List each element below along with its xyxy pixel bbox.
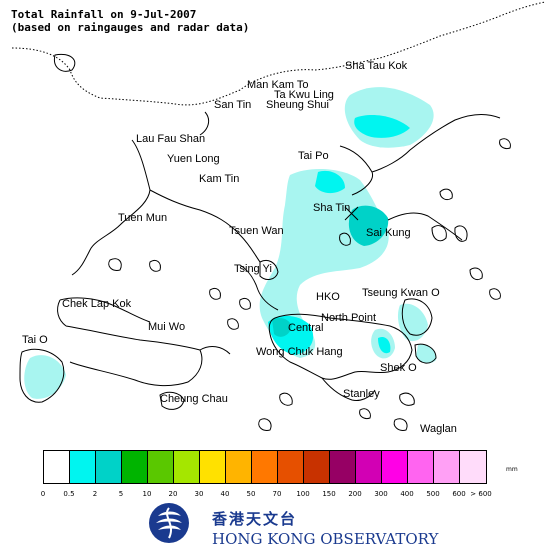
legend-swatch [304,451,330,483]
hko-logo-icon [149,503,189,543]
legend-swatch [226,451,252,483]
legend-tick-label: 500 [426,490,440,498]
legend-tick-label: 2 [92,490,98,498]
rainfall-area-light [397,303,428,342]
place-label: Sha Tau Kok [345,60,408,72]
place-label: San Tin [214,99,252,111]
legend-tick-label: 200 [348,490,362,498]
legend-swatch [356,451,382,483]
place-label: Wong Chuk Hang [256,346,343,358]
legend-swatch [382,451,408,483]
place-label: Tseung Kwan O [362,287,440,299]
place-label: Chek Lap Kok [62,298,132,310]
legend-tick-label: 0.5 [63,490,75,498]
place-label: Shek O [380,362,417,374]
legend-tick-label: 50 [246,490,256,498]
rainfall-area-heavy [348,205,389,246]
place-label: HKO [316,291,340,303]
legend-swatch [278,451,304,483]
mainland-coastline [11,1,545,106]
place-label: Sha Tin [313,202,351,214]
land-outlines [19,53,511,431]
legend-tick-label: 70 [272,490,282,498]
legend-tick-label: 400 [400,490,414,498]
legend-tick-label: 150 [322,490,336,498]
rainfall-area-mid [354,115,410,138]
place-label: Stanley [343,388,380,400]
hko-chinese-name: 香港天文台 [212,510,298,528]
place-label: Mui Wo [148,321,186,333]
legend-swatch [408,451,434,483]
legend-unit: mm [506,466,518,473]
legend-tick-label: 600 [452,490,466,498]
place-label: Yuen Long [167,153,220,165]
legend-swatch [148,451,174,483]
legend-swatch [330,451,356,483]
legend-tick-label: 5 [118,490,124,498]
map-subtitle: (based on raingauges and radar data) [11,21,250,34]
legend-swatch [434,451,460,483]
legend-tick-label: 0 [40,490,46,498]
place-label: Tsing Yi [234,263,272,275]
legend-tick-label: 300 [374,490,388,498]
legend-swatch [122,451,148,483]
place-label: Waglan [420,423,457,435]
rainfall-area-mid [378,336,391,354]
place-label: Sai Kung [366,227,411,239]
sha-tin-marker [344,206,359,221]
legend-tick-label: 20 [168,490,178,498]
legend-swatch [200,451,226,483]
legend-swatch [70,451,96,483]
rainfall-area-light [416,344,437,364]
place-label: Lau Fau Shan [136,133,206,145]
legend-swatch [44,451,70,483]
place-label: Kam Tin [199,173,240,185]
legend-swatch [174,451,200,483]
rainfall-area-mid [315,170,345,194]
place-label: Cheung Chau [160,393,228,405]
hko-english-name: HONG KONG OBSERVATORY [212,530,439,548]
place-label: Central [288,322,324,334]
place-label: Man Kam To [247,79,309,91]
legend-swatch [252,451,278,483]
place-label: Tsuen Wan [229,225,284,237]
map-title: Total Rainfall on 9-Jul-2007 [11,8,197,21]
legend-tick-label: 30 [194,490,204,498]
place-label: Sheung Shui [266,99,329,111]
rainfall-area-heavy [272,318,292,337]
legend-tick-label: > 600 [470,490,492,498]
place-label: Tuen Mun [118,212,168,224]
place-label: Tai Po [298,150,329,162]
place-label: Ta Kwu Ling [274,89,334,101]
rainfall-legend [43,450,487,484]
rainfall-area-light [24,355,66,399]
legend-tick-label: 40 [220,490,230,498]
legend-swatch [96,451,122,483]
legend-swatch [460,451,486,483]
legend-tick-label: 100 [296,490,310,498]
place-label: North Point [321,312,377,324]
place-label: Tai O [22,334,48,346]
legend-tick-label: 10 [142,490,152,498]
